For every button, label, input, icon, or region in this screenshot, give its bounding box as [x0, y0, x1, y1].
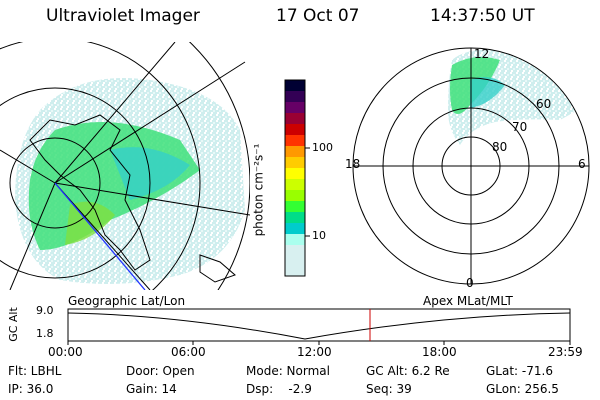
projection-left-label: Geographic Lat/Lon	[68, 294, 186, 308]
time-tick-0000: 00:00	[48, 345, 83, 359]
date-label: 17 Oct 07	[276, 6, 360, 26]
gc-alt-plot	[67, 308, 571, 345]
status-filter: Flt: LBHL	[8, 364, 62, 378]
mlat-label-80: 80	[492, 140, 508, 154]
time-label: 14:37:50 UT	[430, 6, 535, 26]
status-door: Door: Open	[126, 364, 195, 378]
gc-alt-ytick-low: 1.8	[36, 327, 54, 340]
gc-alt-ylabel: GC Alt	[6, 307, 20, 342]
colorbar-tick-10: 10	[312, 229, 326, 242]
mlt-label-18: 18	[345, 157, 361, 171]
geographic-image	[0, 42, 250, 290]
mlt-label-0: 0	[466, 276, 474, 290]
time-tick-1800: 18:00	[422, 345, 457, 359]
gc-alt-ytick-high: 9.0	[36, 304, 54, 317]
status-dsp: Dsp: -2.9	[246, 382, 312, 396]
mlat-label-70: 70	[512, 120, 528, 134]
time-tick-2359: 23:59	[548, 345, 583, 359]
polar-plot	[352, 47, 590, 285]
mlt-label-6: 6	[578, 157, 586, 171]
status-glon: GLon: 256.5	[486, 382, 559, 396]
colorbar-label: photon cm⁻²s⁻¹	[251, 143, 266, 237]
instrument-title: Ultraviolet Imager	[46, 6, 200, 26]
colorbar	[284, 79, 310, 277]
status-seq: Seq: 39	[366, 382, 412, 396]
status-gc-alt: GC Alt: 6.2 Re	[366, 364, 450, 378]
status-mode: Mode: Normal	[246, 364, 330, 378]
colorbar-tick-100: 100	[312, 141, 333, 154]
status-ip: IP: 36.0	[8, 382, 54, 396]
time-tick-1200: 12:00	[297, 345, 332, 359]
mlat-label-60: 60	[536, 97, 552, 111]
projection-right-label: Apex MLat/MLT	[423, 294, 513, 308]
mlt-label-12: 12	[474, 47, 490, 61]
status-glat: GLat: -71.6	[486, 364, 553, 378]
time-tick-0600: 06:00	[171, 345, 206, 359]
status-gain: Gain: 14	[126, 382, 177, 396]
